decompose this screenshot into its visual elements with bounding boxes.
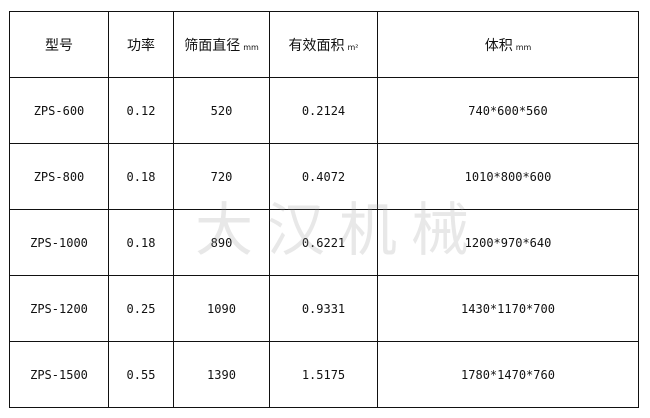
header-unit: mm (243, 42, 259, 52)
table-row: ZPS-1200 0.25 1090 0.9331 1430*1170*700 (9, 275, 639, 342)
spec-table: 型号 功率 筛面直径 mm 有效面积 m² 体积 mm ZPS-600 0.12 520 0.212… (9, 11, 639, 408)
cell-screen-diameter: 1390 (173, 341, 270, 408)
header-label: 体积 (484, 37, 513, 54)
table-row: ZPS-1000 0.18 890 0.6221 1200*970*640 (9, 209, 639, 276)
cell-model: ZPS-1000 (9, 209, 109, 276)
header-power: 功率 (108, 11, 174, 78)
cell-screen-diameter: 1090 (173, 275, 270, 342)
header-screen-diameter: 筛面直径 mm (173, 11, 270, 78)
cell-volume: 740*600*560 (377, 77, 639, 144)
cell-power: 0.25 (108, 275, 174, 342)
header-label: 型号 (45, 37, 73, 54)
table-row: ZPS-1500 0.55 1390 1.5175 1780*1470*760 (9, 341, 639, 408)
cell-model: ZPS-1200 (9, 275, 109, 342)
header-label: 有效面积 (288, 37, 345, 54)
header-row: 型号 功率 筛面直径 mm 有效面积 m² 体积 mm (9, 11, 639, 78)
cell-power: 0.12 (108, 77, 174, 144)
cell-volume: 1200*970*640 (377, 209, 639, 276)
cell-screen-diameter: 520 (173, 77, 270, 144)
header-volume: 体积 mm (377, 11, 639, 78)
cell-model: ZPS-600 (9, 77, 109, 144)
cell-effective-area: 0.6221 (269, 209, 378, 276)
cell-volume: 1430*1170*700 (377, 275, 639, 342)
cell-screen-diameter: 890 (173, 209, 270, 276)
header-model: 型号 (9, 11, 109, 78)
header-label: 筛面直径 (184, 37, 241, 54)
cell-volume: 1780*1470*760 (377, 341, 639, 408)
table-row: ZPS-600 0.12 520 0.2124 740*600*560 (9, 77, 639, 144)
cell-screen-diameter: 720 (173, 143, 270, 210)
cell-effective-area: 1.5175 (269, 341, 378, 408)
cell-power: 0.18 (108, 143, 174, 210)
cell-model: ZPS-800 (9, 143, 109, 210)
header-label: 功率 (127, 37, 155, 54)
cell-power: 0.18 (108, 209, 174, 276)
header-unit: m² (347, 42, 359, 52)
cell-power: 0.55 (108, 341, 174, 408)
cell-effective-area: 0.4072 (269, 143, 378, 210)
table-row: ZPS-800 0.18 720 0.4072 1010*800*600 (9, 143, 639, 210)
header-effective-area: 有效面积 m² (269, 11, 378, 78)
cell-volume: 1010*800*600 (377, 143, 639, 210)
cell-model: ZPS-1500 (9, 341, 109, 408)
header-unit: mm (515, 42, 532, 52)
cell-effective-area: 0.2124 (269, 77, 378, 144)
cell-effective-area: 0.9331 (269, 275, 378, 342)
